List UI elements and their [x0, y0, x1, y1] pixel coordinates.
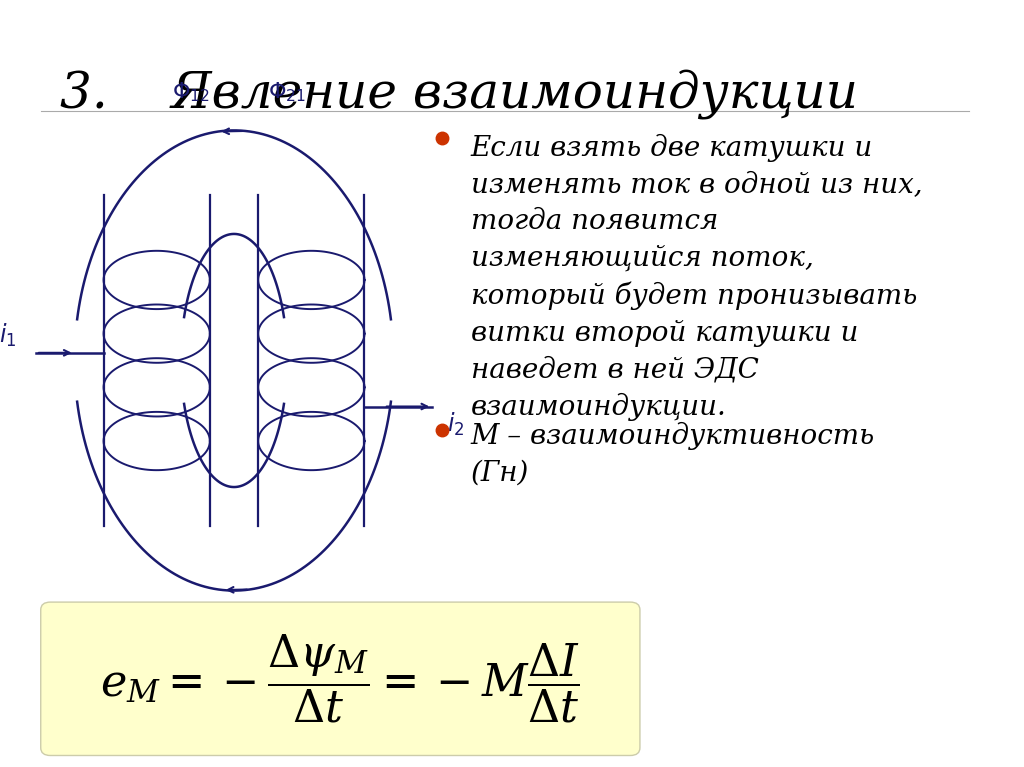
- FancyBboxPatch shape: [11, 0, 997, 767]
- FancyBboxPatch shape: [41, 602, 640, 755]
- Text: $i_2$: $i_2$: [446, 410, 464, 437]
- Text: $\Phi_2$: $\Phi_2$: [297, 625, 326, 649]
- Text: $\Phi_{21}$: $\Phi_{21}$: [268, 80, 306, 104]
- Text: М – взаимоиндуктивность
(Гн): М – взаимоиндуктивность (Гн): [471, 422, 876, 486]
- Text: $i_1$: $i_1$: [0, 322, 16, 349]
- Text: $\Phi_1$: $\Phi_1$: [142, 625, 171, 649]
- Text: 3.    Явление взаимоиндукции: 3. Явление взаимоиндукции: [60, 69, 858, 119]
- Text: $e_{M} = -\dfrac{\Delta\psi_{M}}{\Delta t} = -M\dfrac{\Delta I}{\Delta t}$: $e_{M} = -\dfrac{\Delta\psi_{M}}{\Delta …: [100, 632, 581, 726]
- Text: Если взять две катушки и
изменять ток в одной из них,
тогда появится
изменяющийс: Если взять две катушки и изменять ток в …: [471, 134, 923, 421]
- Text: $\Phi_{12}$: $\Phi_{12}$: [172, 80, 210, 104]
